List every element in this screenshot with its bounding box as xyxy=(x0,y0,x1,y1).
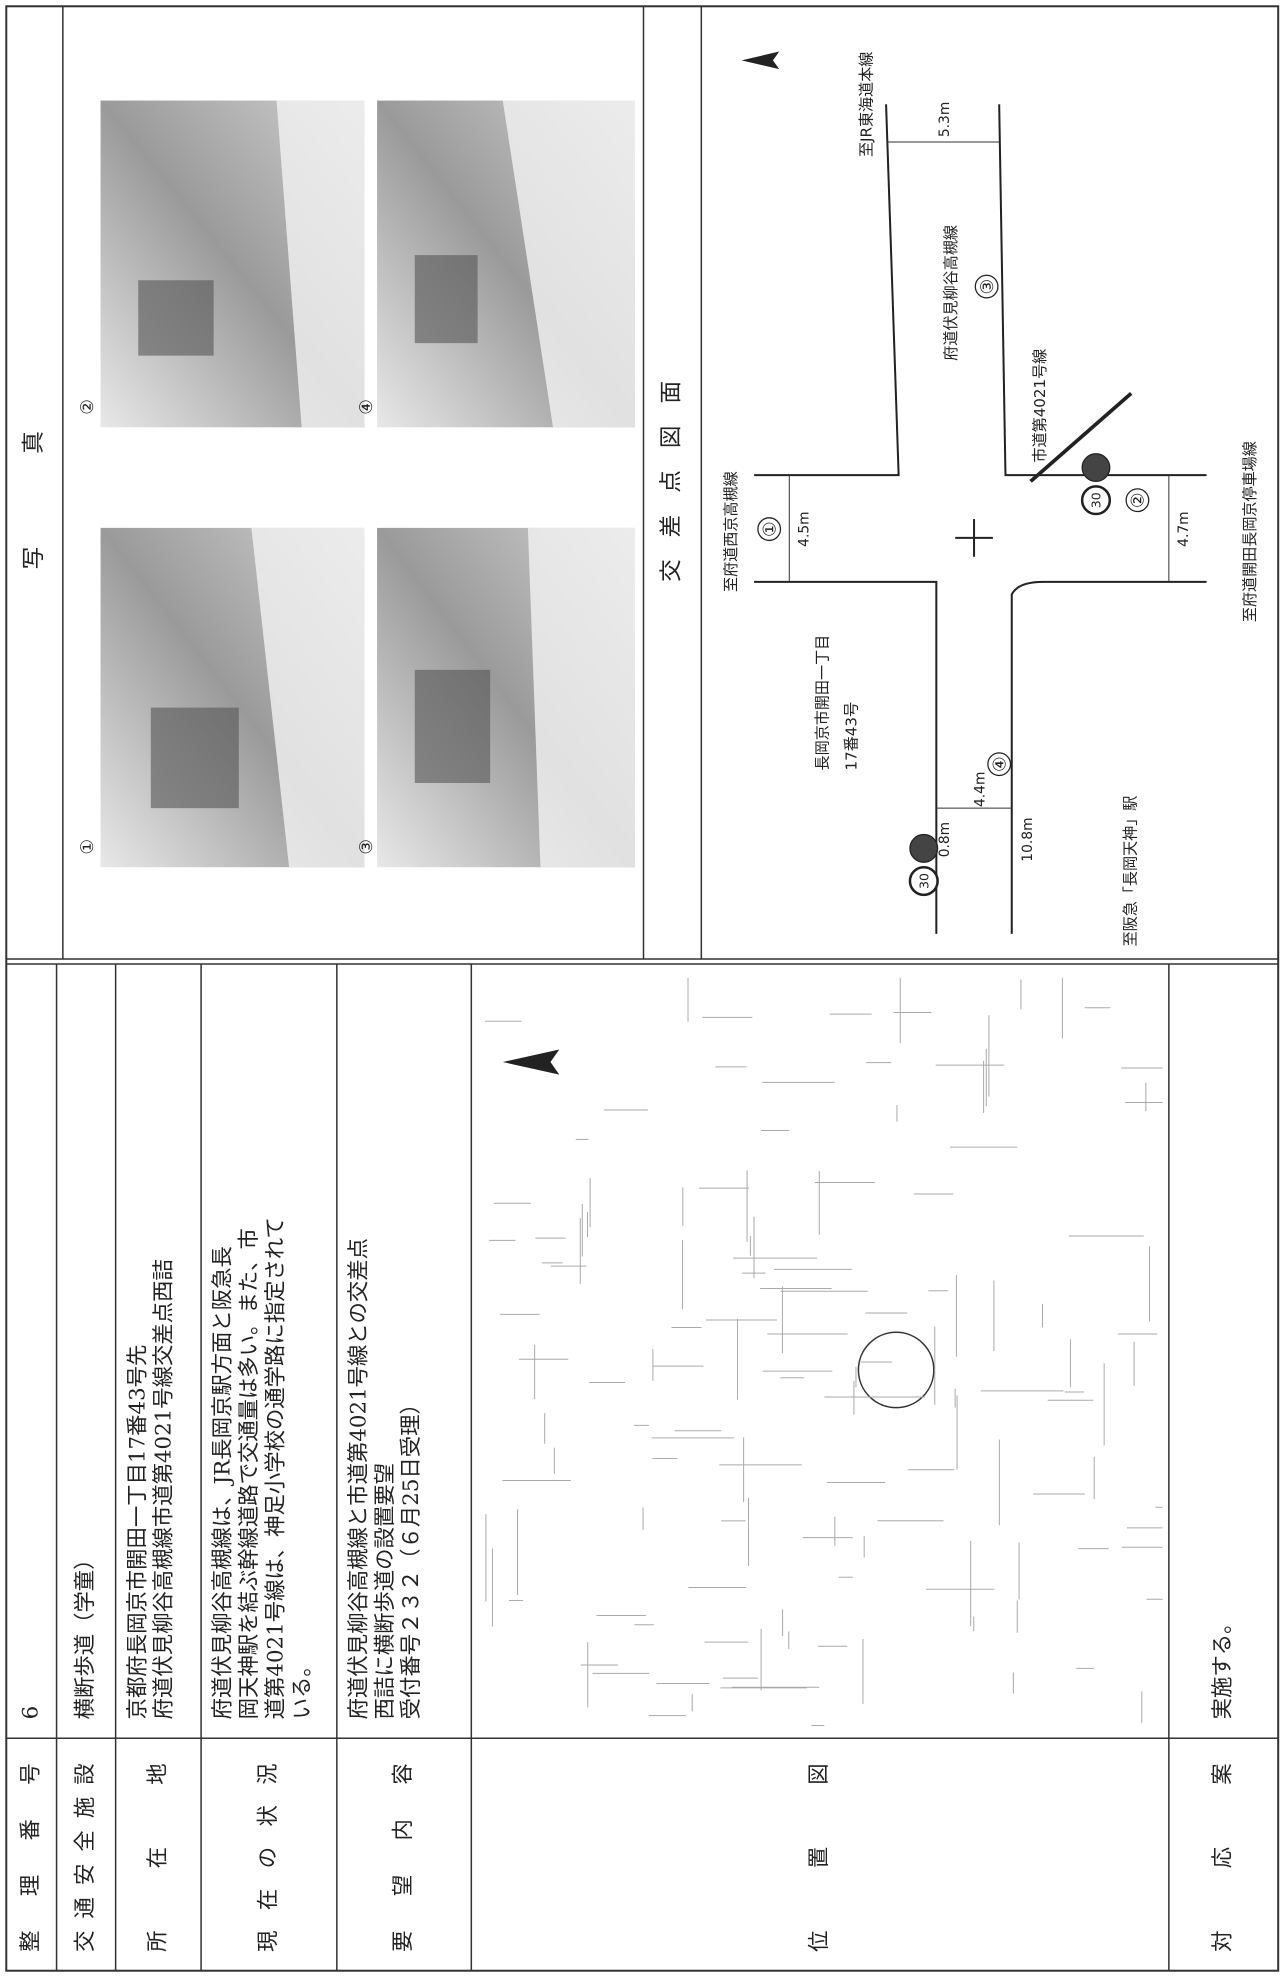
row-label: 整理番号 xyxy=(18,1763,43,1952)
diagram-label: 17番43号 xyxy=(843,702,861,771)
photo-label: ② xyxy=(78,399,98,415)
row-label: 現在の状況 xyxy=(256,1763,281,1952)
row-value: 受付番号２３２（６月25日受理） xyxy=(399,1393,424,1719)
intersection-diagram xyxy=(754,104,1207,934)
diagram-label: 至府道開田長岡京停車場線 xyxy=(1241,441,1259,622)
measurement: 4.7m xyxy=(1176,511,1192,546)
section-header: 交差点図面 xyxy=(658,381,684,582)
row-label: 交通安全施設 xyxy=(73,1763,98,1952)
row-value: 6 xyxy=(18,1706,43,1720)
row-label: 所在地 xyxy=(145,1763,170,1952)
photo-label: ④ xyxy=(357,399,377,415)
diagram-label: 長岡京市開田一丁目 xyxy=(814,635,832,771)
row-value: 府道伏見柳谷高槻線市道第4021号線交差点西詰 xyxy=(152,1259,177,1719)
sign-label: 30 xyxy=(917,873,932,889)
marker-circle xyxy=(757,517,782,542)
map-circle xyxy=(857,1331,935,1409)
row-value: 府道伏見柳谷高槻線と市道第4021号線との交差点 xyxy=(346,1238,371,1719)
diagram-label: 至JR東海道本線 xyxy=(858,52,876,157)
location-map xyxy=(485,51,1163,1727)
row-label: 位置図 xyxy=(807,1763,832,1952)
marker-circle xyxy=(974,274,999,299)
row-value: 道第4021号線は、神足小学校の通学路に指定されて xyxy=(264,1217,289,1719)
row-value: 岡天神駅を結ぶ幹線道路で交通量は多い。また、市 xyxy=(237,1228,262,1719)
sign xyxy=(1080,485,1112,516)
photo-label: ③ xyxy=(357,839,377,855)
measurement: 4.5m xyxy=(796,511,812,546)
row-value: 府道伏見柳谷高槻線は、JR長岡京駅方面と阪急長 xyxy=(211,1246,236,1719)
road-edge xyxy=(754,580,938,934)
road-edge xyxy=(998,104,1207,477)
sign xyxy=(1081,453,1111,482)
photo-label: ① xyxy=(78,839,98,855)
photos xyxy=(100,100,635,868)
photo-building xyxy=(138,255,491,809)
marker: ③ xyxy=(978,279,998,295)
measurement: 10.8m xyxy=(1020,817,1036,861)
diagram-label: 府道伏見柳谷高槻線 xyxy=(942,225,960,361)
diagram-label: 市道第4021号線 xyxy=(1031,349,1049,463)
north-arrow xyxy=(502,1049,560,1075)
marker: ② xyxy=(1129,492,1149,508)
row-value: 横断歩道（学童） xyxy=(73,1548,98,1719)
row-value: いる。 xyxy=(290,1655,315,1719)
photo-road xyxy=(251,100,635,868)
diagram-label: 至府道西京高槻線 xyxy=(722,471,740,592)
measurement: 4.4m xyxy=(972,772,988,807)
marker: ④ xyxy=(990,756,1010,772)
marker-circle xyxy=(987,752,1012,777)
measurement: 5.3m xyxy=(937,102,953,137)
section-header: 写真 xyxy=(21,431,47,569)
north-arrow xyxy=(741,51,780,70)
row-label: 要望内容 xyxy=(391,1763,416,1952)
marker-circle xyxy=(1125,488,1150,513)
road-edge xyxy=(1010,580,1207,934)
sign-label: 30 xyxy=(1089,492,1104,508)
row-value: 西詰に横断歩道の設置要望 xyxy=(373,1463,398,1719)
sign xyxy=(908,865,939,897)
outer-frame xyxy=(5,5,1280,1972)
sign xyxy=(909,833,939,863)
row-value: 実施する。 xyxy=(1211,1613,1236,1720)
row-label: 対応案 xyxy=(1211,1763,1236,1952)
pole xyxy=(1029,391,1133,483)
marker: ① xyxy=(760,521,780,537)
row-value: 京都府長岡京市開田一丁目17番43号先 xyxy=(125,1345,150,1720)
diagram-label: 至阪急「長岡天神」駅 xyxy=(1122,796,1140,947)
measurement: 0.8m xyxy=(937,822,953,857)
road-edge xyxy=(754,104,900,477)
